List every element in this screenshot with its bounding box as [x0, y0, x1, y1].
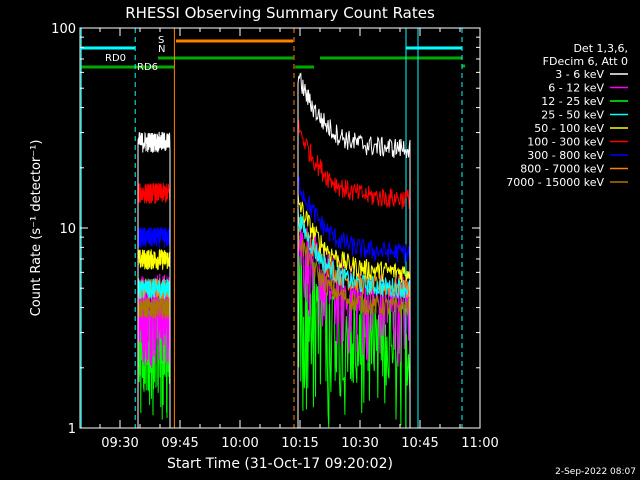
x-tick-label: 09:30 [101, 436, 138, 451]
series-line-0 [137, 131, 171, 428]
legend-entry-label: 300 - 800 keV [527, 149, 604, 162]
y-tick-label: 1 [68, 422, 76, 437]
legend-entry-label: 6 - 12 keV [548, 82, 604, 95]
chart-title: RHESSI Observing Summary Count Rates [125, 4, 435, 22]
legend-entry-label: 3 - 6 keV [555, 68, 604, 81]
legend-header: FDecim 6, Att 0 [543, 55, 628, 68]
x-tick-label: 10:30 [341, 436, 378, 451]
legend-entry-label: 800 - 7000 keV [520, 163, 604, 176]
y-tick-label: 10 [59, 222, 76, 237]
x-tick-label: 10:45 [401, 436, 438, 451]
x-ticks: 09:30 09:45 10:00 10:15 10:30 10:45 11:00 [79, 28, 499, 451]
rd6-label: RD6 [137, 62, 158, 73]
series-line-3 [297, 208, 411, 428]
series-line-3 [137, 278, 171, 428]
legend-entry-label: 50 - 100 keV [534, 122, 604, 135]
series-line-8 [137, 297, 171, 428]
series-line-0 [297, 72, 411, 428]
x-tick-label: 10:15 [281, 436, 318, 451]
rd0-label: RD0 [105, 53, 126, 64]
x-tick-label: 10:00 [221, 436, 258, 451]
x-tick-label: 09:45 [161, 436, 198, 451]
legend-header: Det 1,3,6, [573, 42, 628, 55]
series-line-4 [297, 193, 411, 428]
saa-label: S [158, 35, 164, 46]
series-line-5 [137, 181, 171, 428]
x-tick-label: 11:00 [461, 436, 498, 451]
series-line-6 [297, 174, 411, 428]
y-ticks: 1 10 100 [51, 22, 480, 437]
plot-area [137, 72, 411, 428]
series-line-4 [137, 248, 171, 428]
x-axis-label: Start Time (31-Oct-17 09:20:02) [167, 456, 393, 472]
series-line-6 [137, 227, 171, 428]
flag-bars: SN RD0 RD6 [81, 35, 466, 73]
y-axis-label: Count Rate (s⁻¹ detector⁻¹) [29, 140, 44, 317]
legend-entry-label: 25 - 50 keV [541, 109, 604, 122]
timestamp: 2-Sep-2022 08:07 [555, 467, 636, 477]
legend-entry-label: 100 - 300 keV [527, 136, 604, 149]
series-line-8 [297, 227, 411, 428]
series-line-5 [297, 120, 411, 428]
y-tick-label: 100 [51, 22, 76, 37]
legend-entry-label: 12 - 25 keV [541, 95, 604, 108]
legend-entry-label: 7000 - 15000 keV [506, 176, 604, 189]
night-label: N [158, 44, 165, 55]
